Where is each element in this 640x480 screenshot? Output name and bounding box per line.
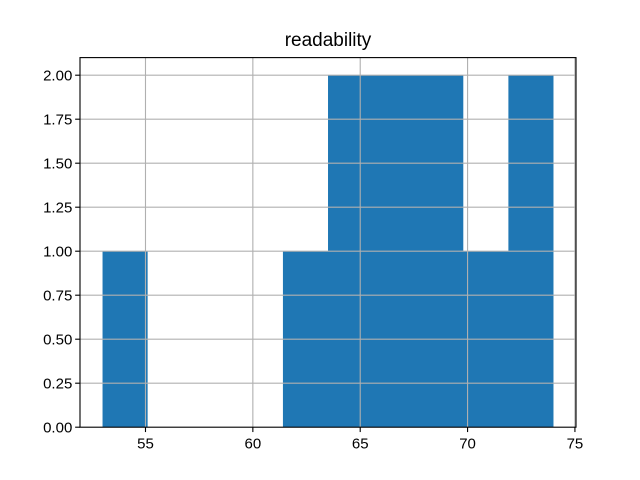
svg-text:0.75: 0.75 [43,288,72,305]
svg-text:1.25: 1.25 [43,200,72,217]
svg-text:75: 75 [567,435,584,452]
svg-text:1.75: 1.75 [43,112,72,129]
svg-text:1.50: 1.50 [43,156,72,173]
svg-text:readability: readability [285,30,372,51]
svg-text:1.00: 1.00 [43,244,72,261]
svg-text:60: 60 [245,435,262,452]
svg-text:70: 70 [459,435,476,452]
svg-text:0.00: 0.00 [43,420,72,437]
svg-text:2.00: 2.00 [43,68,72,85]
svg-text:0.50: 0.50 [43,332,72,349]
svg-text:65: 65 [352,435,369,452]
svg-text:55: 55 [137,435,154,452]
svg-text:0.25: 0.25 [43,376,72,393]
